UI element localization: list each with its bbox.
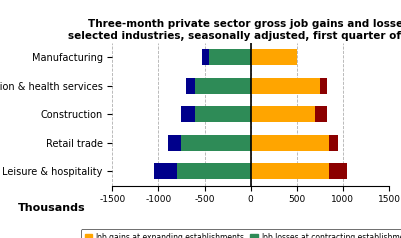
Bar xyxy=(251,49,297,65)
Bar xyxy=(320,78,327,94)
Bar xyxy=(168,135,181,151)
Bar xyxy=(195,78,251,94)
Bar xyxy=(329,164,347,179)
Title: Three-month private sector gross job gains and losses,
selected industries, seas: Three-month private sector gross job gai… xyxy=(68,19,401,41)
Bar xyxy=(195,106,251,122)
Legend: Job gains at expanding establishments, Job gains at opening establishments, Job : Job gains at expanding establishments, J… xyxy=(81,229,401,238)
Bar xyxy=(186,78,195,94)
Bar xyxy=(177,164,251,179)
Bar xyxy=(251,78,320,94)
Bar xyxy=(251,164,329,179)
Bar xyxy=(329,135,338,151)
Bar xyxy=(181,106,195,122)
Bar xyxy=(315,106,327,122)
Bar xyxy=(202,49,209,65)
X-axis label: Thousands: Thousands xyxy=(18,203,85,213)
Bar xyxy=(209,49,251,65)
Bar xyxy=(251,106,315,122)
Bar xyxy=(251,135,329,151)
Bar xyxy=(154,164,177,179)
Bar xyxy=(181,135,251,151)
